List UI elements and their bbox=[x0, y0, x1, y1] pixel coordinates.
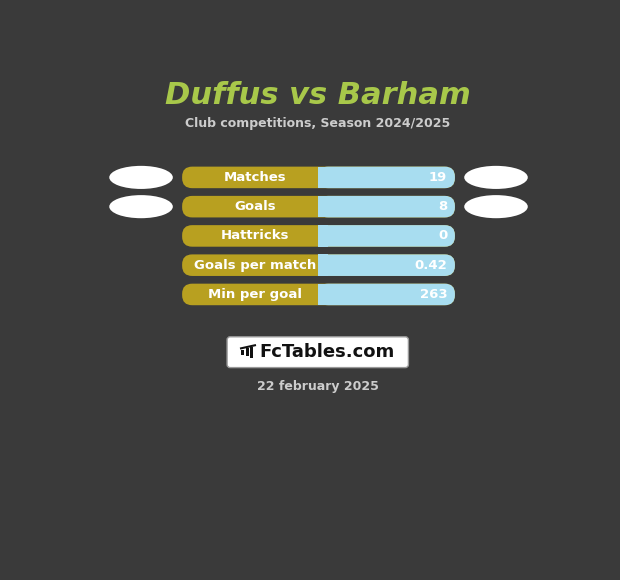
FancyBboxPatch shape bbox=[318, 225, 455, 246]
Ellipse shape bbox=[464, 195, 528, 218]
Text: Goals: Goals bbox=[234, 200, 276, 213]
FancyBboxPatch shape bbox=[318, 284, 455, 305]
Ellipse shape bbox=[109, 166, 173, 189]
Text: Goals per match: Goals per match bbox=[194, 259, 316, 271]
Text: Club competitions, Season 2024/2025: Club competitions, Season 2024/2025 bbox=[185, 117, 450, 130]
Text: Matches: Matches bbox=[224, 171, 286, 184]
Bar bbox=[318, 284, 328, 305]
FancyBboxPatch shape bbox=[318, 255, 455, 276]
Text: 0: 0 bbox=[438, 230, 447, 242]
Bar bbox=[250, 347, 254, 358]
Ellipse shape bbox=[109, 195, 173, 218]
Bar bbox=[241, 350, 244, 354]
Text: Duffus vs Barham: Duffus vs Barham bbox=[165, 81, 471, 110]
Ellipse shape bbox=[464, 166, 528, 189]
FancyBboxPatch shape bbox=[182, 284, 455, 305]
FancyBboxPatch shape bbox=[227, 337, 409, 368]
Bar bbox=[318, 255, 328, 276]
Text: 0.42: 0.42 bbox=[414, 259, 447, 271]
FancyBboxPatch shape bbox=[182, 196, 455, 218]
Bar bbox=[246, 349, 249, 356]
FancyBboxPatch shape bbox=[318, 166, 455, 188]
Bar bbox=[318, 196, 328, 218]
Bar bbox=[318, 225, 328, 246]
FancyBboxPatch shape bbox=[182, 225, 455, 246]
FancyBboxPatch shape bbox=[182, 255, 455, 276]
FancyBboxPatch shape bbox=[318, 196, 455, 218]
Bar bbox=[318, 166, 328, 188]
Text: Min per goal: Min per goal bbox=[208, 288, 302, 301]
Text: Hattricks: Hattricks bbox=[221, 230, 290, 242]
Text: 8: 8 bbox=[438, 200, 447, 213]
Text: 263: 263 bbox=[420, 288, 447, 301]
Text: 19: 19 bbox=[429, 171, 447, 184]
Text: 22 february 2025: 22 february 2025 bbox=[257, 380, 379, 393]
FancyBboxPatch shape bbox=[182, 166, 455, 188]
Text: FcTables.com: FcTables.com bbox=[259, 343, 395, 361]
